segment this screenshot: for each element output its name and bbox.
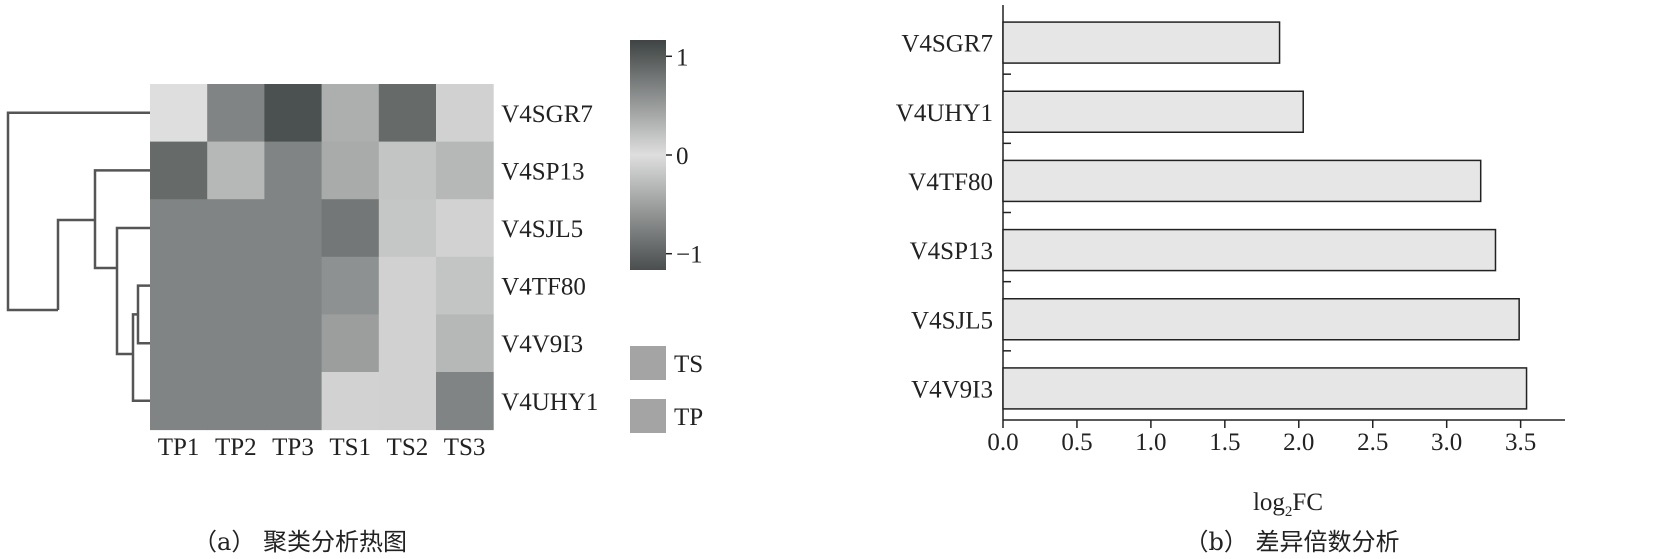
heatmap-column-label: TS1 — [329, 434, 371, 461]
heatmap-cell — [321, 314, 380, 373]
legend-swatch — [630, 399, 666, 433]
heatmap-row-label: V4UHY1 — [501, 389, 598, 416]
heatmap-cell — [321, 141, 380, 200]
heatmap-cell — [150, 314, 208, 373]
heatmap-column-labels: TP1 TP2 TP3 TS1 TS2 TS3 — [158, 434, 486, 461]
heatmap-row-labels: V4SGR7 V4SP13 V4SJL5 V4TF80 V4V9I3 V4UHY1 — [501, 101, 598, 416]
bar-category-label: V4UHY1 — [896, 100, 993, 127]
heatmap-cell — [150, 372, 208, 431]
bar-chart-caption: （b） 差异倍数分析 — [1185, 528, 1400, 556]
heatmap-cell — [436, 372, 494, 431]
heatmap-cell — [436, 314, 494, 373]
heatmap-row-label: V4SJL5 — [501, 216, 583, 243]
bar-category-label: V4SP13 — [910, 238, 993, 265]
heatmap-column-label: TP2 — [215, 434, 257, 461]
heatmap-row-label: V4SGR7 — [501, 101, 593, 128]
x-axis-tick-label: 1.5 — [1209, 429, 1240, 456]
legend-label: TS — [674, 351, 703, 378]
dendrogram-branch — [93, 169, 150, 270]
row-dendrogram — [6, 111, 150, 403]
heatmap-cell — [207, 141, 265, 200]
dendrogram-branch — [115, 226, 150, 356]
heatmap-caption: （a） 聚类分析热图 — [193, 528, 407, 556]
bar — [1002, 21, 1281, 64]
heatmap-cell — [207, 84, 265, 143]
bar — [1002, 90, 1304, 133]
heatmap-cell — [436, 256, 494, 315]
heatmap-cell — [321, 372, 380, 431]
heatmap-cell — [378, 372, 437, 431]
x-axis-tick-label: 0.0 — [987, 429, 1018, 456]
heatmap-cell — [264, 314, 323, 373]
heatmap-cell — [150, 141, 208, 200]
bar — [1002, 228, 1497, 272]
heatmap-cell — [436, 199, 494, 258]
heatmap-cell — [150, 84, 208, 143]
bar — [1002, 367, 1528, 410]
colorbar-tick-label: 1 — [676, 44, 689, 71]
bar-chart-bars — [1002, 21, 1528, 410]
bar-category-label: V4V9I3 — [911, 376, 993, 403]
heatmap-column-label: TS2 — [387, 434, 429, 461]
legend-swatch — [630, 346, 666, 380]
colorbar-gradient — [630, 40, 666, 270]
heatmap-cell — [321, 256, 380, 315]
x-axis-tick-label: 1.0 — [1135, 429, 1166, 456]
heatmap-cell — [264, 372, 323, 431]
bar-chart-axes — [1002, 5, 1565, 421]
dendrogram-branch — [6, 111, 150, 312]
heatmap-cell — [207, 314, 265, 373]
heatmap-cell — [264, 199, 323, 258]
x-axis-tick-label: 2.0 — [1283, 429, 1314, 456]
bar-category-label: V4SJL5 — [911, 307, 993, 334]
heatmap-cell — [321, 84, 380, 143]
heatmap-cell — [207, 256, 265, 315]
x-axis-tick-label: 3.0 — [1431, 429, 1462, 456]
bar-category-label: V4TF80 — [908, 169, 993, 196]
heatmap-cell — [436, 84, 494, 143]
heatmap-cell — [378, 141, 437, 200]
heatmap-cell — [378, 84, 437, 143]
heatmap-cell — [207, 372, 265, 431]
heatmap-column-label: TP1 — [158, 434, 200, 461]
dendrogram-branch — [131, 313, 150, 403]
legend-label: TP — [674, 404, 703, 431]
heatmap-cell — [150, 256, 208, 315]
heatmap-cells — [150, 84, 494, 431]
heatmap-cell — [264, 256, 323, 315]
bar-chart-category-labels: V4SGR7 V4UHY1 V4TF80 V4SP13 V4SJL5 V4V9I3 — [896, 31, 993, 404]
x-axis-tick-label: 3.5 — [1505, 429, 1536, 456]
x-axis-tick-label: 2.5 — [1357, 429, 1388, 456]
bar — [1002, 159, 1482, 203]
bar — [1002, 298, 1520, 341]
x-axis-tick-label: 0.5 — [1061, 429, 1092, 456]
heatmap-cell — [150, 199, 208, 258]
heatmap-cell — [264, 141, 323, 200]
colorbar: 1 0 −1 — [630, 40, 703, 270]
dendrogram-branch — [136, 284, 150, 345]
colorbar-tick-label: −1 — [676, 242, 703, 269]
heatmap-row-label: V4V9I3 — [501, 331, 583, 358]
bar-category-label: V4SGR7 — [901, 31, 993, 58]
heatmap-column-label: TS3 — [444, 434, 486, 461]
heatmap-cell — [264, 84, 323, 143]
heatmap-column-label: TP3 — [272, 434, 314, 461]
colorbar-tick-label: 0 — [676, 143, 689, 170]
heatmap-row-label: V4SP13 — [501, 158, 584, 185]
annotation-legend: TS TP — [630, 346, 703, 433]
heatmap-cell — [378, 314, 437, 373]
bar-chart-x-ticks: 0.0 0.5 1.0 1.5 2.0 2.5 3.0 3.5 — [987, 420, 1536, 456]
heatmap-cell — [321, 199, 380, 258]
dendrogram-branch — [56, 218, 95, 310]
heatmap-cell — [207, 199, 265, 258]
heatmap-cell — [378, 256, 437, 315]
heatmap-row-label: V4TF80 — [501, 274, 586, 301]
heatmap-cell — [436, 141, 494, 200]
bar-chart-panel: V4SGR7 V4UHY1 V4TF80 V4SP13 V4SJL5 V4V9I3 0.0… — [896, 5, 1565, 556]
heatmap-cell — [378, 199, 437, 258]
bar-chart-x-axis-label: log2FC — [1253, 489, 1323, 520]
